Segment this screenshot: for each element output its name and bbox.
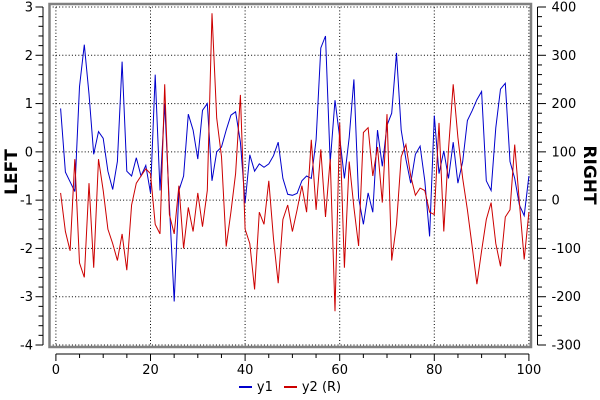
- legend-item-y1: y1: [238, 379, 273, 395]
- x-tick-label: 100: [516, 363, 541, 378]
- left-tick-label: 1: [25, 97, 33, 112]
- series-line-y1: [60, 35, 530, 302]
- right-tick-label: -200: [552, 290, 582, 305]
- right-axis-title: RIGHT: [579, 145, 599, 205]
- legend: y1 y2 (R): [49, 378, 531, 396]
- right-tick-label: -100: [552, 242, 582, 257]
- right-tick-label: 300: [552, 49, 577, 64]
- left-tick-label: 3: [25, 1, 33, 16]
- legend-dash-icon: [283, 386, 297, 388]
- right-tick-label: 200: [552, 97, 577, 112]
- legend-item-y2R: y2 (R): [283, 379, 342, 395]
- right-tick-label: -300: [552, 338, 582, 353]
- legend-label: y2 (R): [301, 379, 342, 395]
- left-tick-label: -3: [20, 290, 33, 305]
- x-tick-label: 0: [52, 363, 60, 378]
- series-line-y2R: [60, 13, 530, 312]
- left-tick-label: -2: [20, 242, 33, 257]
- right-tick-label: 100: [552, 145, 577, 160]
- plot-frame: [48, 2, 533, 349]
- x-tick-label: 20: [142, 363, 159, 378]
- left-tick-label: -1: [20, 194, 33, 209]
- x-tick-label: 40: [237, 363, 254, 378]
- left-tick-label: 0: [25, 145, 33, 160]
- legend-dash-icon: [238, 386, 252, 388]
- left-axis-title: LEFT: [2, 149, 22, 195]
- left-tick-label: -4: [20, 338, 33, 353]
- x-tick-label: 60: [331, 363, 348, 378]
- x-tick-label: 80: [426, 363, 443, 378]
- right-tick-label: 400: [552, 1, 577, 16]
- left-tick-label: 2: [25, 49, 33, 64]
- right-tick-label: 0: [552, 194, 560, 209]
- legend-label: y1: [256, 379, 273, 395]
